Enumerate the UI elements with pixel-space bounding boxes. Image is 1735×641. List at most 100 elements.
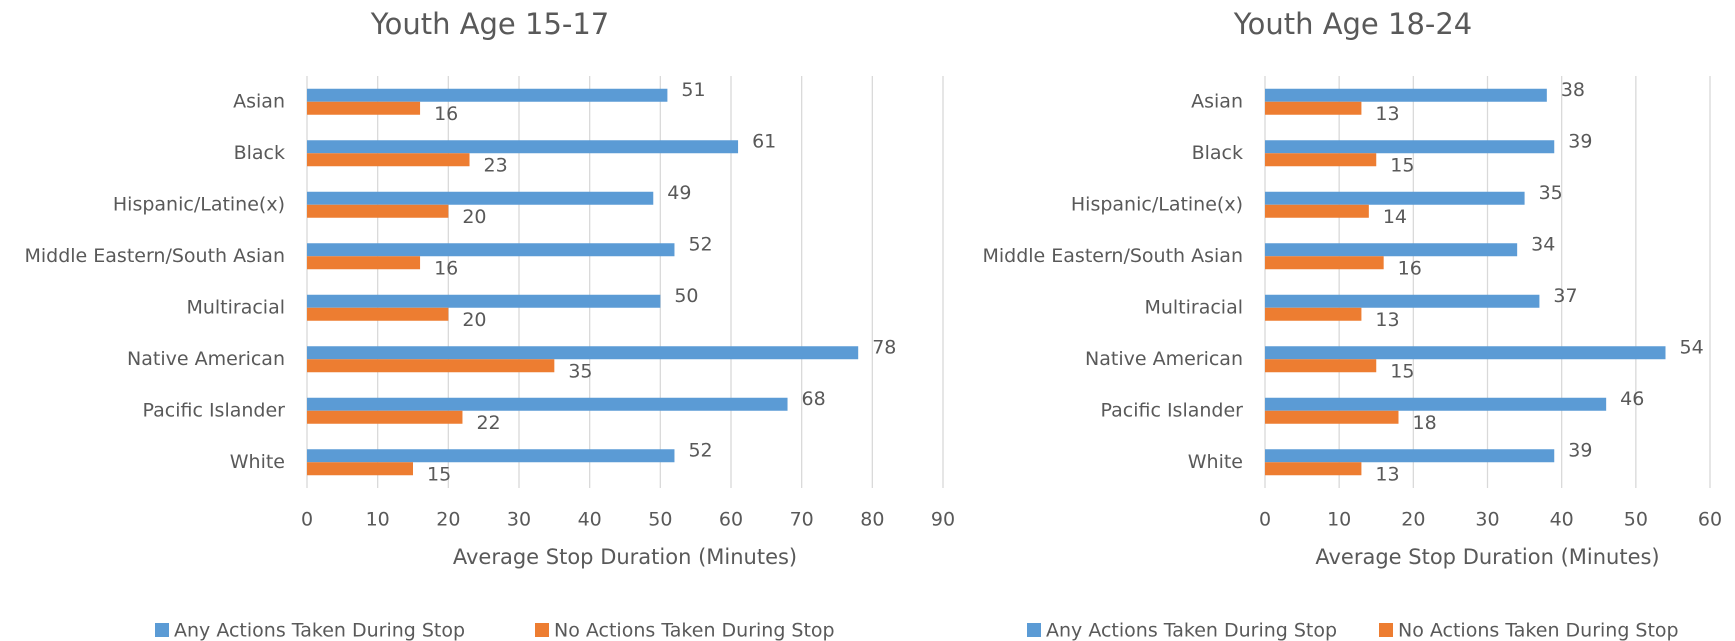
data-label: 14 bbox=[1383, 206, 1407, 228]
x-tick-label: 50 bbox=[648, 509, 672, 531]
data-label: 49 bbox=[667, 182, 691, 204]
data-label: 34 bbox=[1531, 233, 1555, 255]
category-label: Pacific Islander bbox=[1101, 399, 1244, 421]
bar bbox=[1265, 398, 1606, 411]
bar bbox=[1265, 308, 1361, 321]
x-tick-label: 80 bbox=[860, 509, 884, 531]
category-label: Native American bbox=[127, 348, 285, 370]
x-tick-label: 40 bbox=[1550, 509, 1574, 531]
data-label: 39 bbox=[1568, 439, 1592, 461]
bar bbox=[1265, 140, 1554, 153]
data-label: 61 bbox=[752, 130, 776, 152]
data-label: 52 bbox=[688, 439, 712, 461]
data-label: 15 bbox=[1390, 360, 1414, 382]
data-label: 16 bbox=[434, 103, 458, 125]
page: Youth Age 15-17 0 10 20 30 40 50 60 70 80 90 Averag… bbox=[0, 0, 1735, 641]
bar bbox=[307, 243, 674, 256]
category-label: Asian bbox=[1191, 90, 1243, 112]
data-label: 38 bbox=[1561, 79, 1585, 101]
legend-swatch bbox=[155, 623, 169, 637]
x-tick-label: 70 bbox=[790, 509, 814, 531]
bar bbox=[307, 153, 470, 166]
bar bbox=[1265, 449, 1554, 462]
legend-label: No Actions Taken During Stop bbox=[554, 620, 835, 641]
bar bbox=[1265, 346, 1666, 359]
data-label: 13 bbox=[1375, 309, 1399, 331]
data-label: 51 bbox=[681, 79, 705, 101]
bar bbox=[1265, 256, 1384, 269]
data-label: 20 bbox=[462, 309, 486, 331]
data-label: 50 bbox=[674, 285, 698, 307]
data-label: 39 bbox=[1568, 130, 1592, 152]
x-axis-title: Average Stop Duration (Minutes) bbox=[1315, 545, 1659, 569]
category-label: Black bbox=[234, 142, 285, 164]
legend-swatch bbox=[535, 623, 549, 637]
legend-swatch bbox=[1027, 623, 1041, 637]
data-label: 16 bbox=[434, 257, 458, 279]
category-label: Hispanic/Latine(x) bbox=[113, 193, 285, 215]
bar bbox=[1265, 192, 1525, 205]
legend-label: Any Actions Taken During Stop bbox=[174, 620, 465, 641]
data-label: 20 bbox=[462, 206, 486, 228]
data-label: 15 bbox=[427, 463, 451, 485]
chart-title: Youth Age 18-24 bbox=[1233, 7, 1473, 41]
bar bbox=[307, 295, 660, 308]
bar bbox=[307, 359, 554, 372]
x-tick-label: 10 bbox=[366, 509, 390, 531]
bar bbox=[1265, 102, 1361, 115]
data-label: 35 bbox=[568, 360, 592, 382]
data-label: 78 bbox=[872, 336, 896, 358]
x-tick-label: 0 bbox=[301, 509, 313, 531]
bar bbox=[307, 462, 413, 475]
data-label: 46 bbox=[1620, 388, 1644, 410]
category-label: Hispanic/Latine(x) bbox=[1071, 193, 1243, 215]
bar bbox=[307, 140, 738, 153]
data-label: 18 bbox=[1413, 412, 1437, 434]
x-tick-label: 50 bbox=[1624, 509, 1648, 531]
data-label: 35 bbox=[1539, 182, 1563, 204]
category-label: Multiracial bbox=[1144, 296, 1243, 318]
data-label: 15 bbox=[1390, 154, 1414, 176]
x-tick-label: 60 bbox=[1698, 509, 1722, 531]
category-label: Black bbox=[1192, 142, 1243, 164]
category-label: Middle Eastern/South Asian bbox=[24, 245, 285, 267]
x-tick-label: 20 bbox=[1401, 509, 1425, 531]
bar bbox=[307, 346, 858, 359]
bar bbox=[1265, 462, 1361, 475]
data-label: 22 bbox=[476, 412, 500, 434]
data-label: 16 bbox=[1398, 257, 1422, 279]
bar bbox=[1265, 205, 1369, 218]
bar bbox=[307, 89, 667, 102]
category-label: Middle Eastern/South Asian bbox=[982, 245, 1243, 267]
category-label: White bbox=[1188, 451, 1243, 473]
bar bbox=[307, 449, 674, 462]
data-label: 13 bbox=[1375, 103, 1399, 125]
category-label: Multiracial bbox=[186, 296, 285, 318]
x-tick-label: 30 bbox=[507, 509, 531, 531]
x-tick-label: 30 bbox=[1475, 509, 1499, 531]
bar bbox=[307, 398, 788, 411]
bar bbox=[1265, 243, 1517, 256]
category-label: Pacific Islander bbox=[143, 399, 286, 421]
bar bbox=[1265, 153, 1376, 166]
x-tick-label: 90 bbox=[931, 509, 955, 531]
x-tick-label: 40 bbox=[578, 509, 602, 531]
bar bbox=[307, 205, 448, 218]
chart-title: Youth Age 15-17 bbox=[370, 7, 610, 41]
category-label: White bbox=[230, 451, 285, 473]
bar bbox=[307, 102, 420, 115]
category-label: Native American bbox=[1085, 348, 1243, 370]
bar bbox=[1265, 295, 1539, 308]
x-tick-label: 20 bbox=[436, 509, 460, 531]
data-label: 23 bbox=[484, 154, 508, 176]
bar bbox=[307, 192, 653, 205]
legend-label: No Actions Taken During Stop bbox=[1398, 620, 1679, 641]
data-label: 13 bbox=[1375, 463, 1399, 485]
legend-swatch bbox=[1379, 623, 1393, 637]
bar bbox=[307, 411, 462, 424]
legend-label: Any Actions Taken During Stop bbox=[1046, 620, 1337, 641]
data-label: 37 bbox=[1553, 285, 1577, 307]
bar bbox=[1265, 359, 1376, 372]
x-tick-label: 0 bbox=[1259, 509, 1271, 531]
category-label: Asian bbox=[233, 90, 285, 112]
